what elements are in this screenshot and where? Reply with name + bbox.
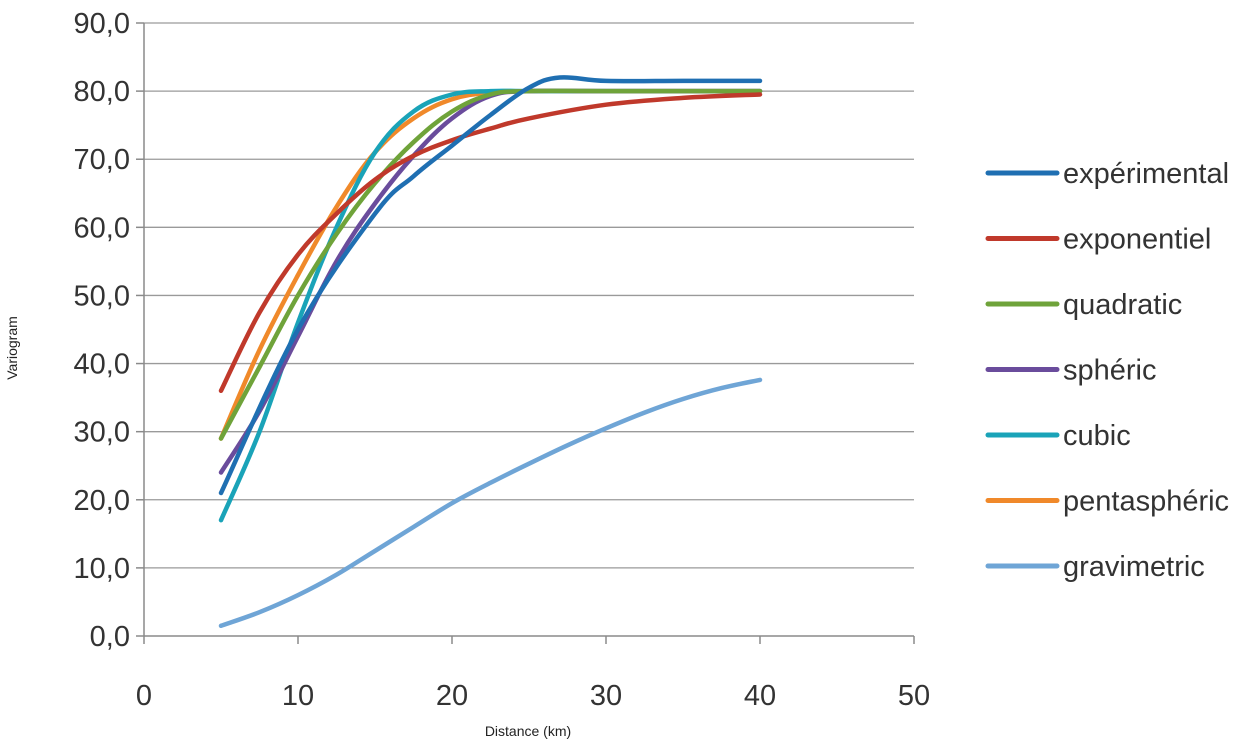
legend-label-5: pentasphéric xyxy=(1063,486,1229,518)
legend-label-1: exponentiel xyxy=(1063,224,1211,256)
x-axis-title: Distance (km) xyxy=(485,723,571,739)
x-tick-label-40: 40 xyxy=(744,680,776,712)
series-lines xyxy=(218,75,763,629)
series-line-6 xyxy=(218,377,763,629)
y-tick-label-20,0: 20,0 xyxy=(74,485,130,517)
y-tick-label-60,0: 60,0 xyxy=(74,212,130,244)
legend-label-6: gravimetric xyxy=(1063,551,1205,583)
tick-labels: 0 10 20 30 40 50 0,0 10,0 20,0 30,0 40,0 50,0 60,0 70… xyxy=(74,8,931,712)
y-tick-label-30,0: 30,0 xyxy=(74,417,130,449)
x-tick-label-30: 30 xyxy=(590,680,622,712)
x-tick-label-50: 50 xyxy=(898,680,930,712)
y-tick-label-90,0: 90,0 xyxy=(74,8,130,40)
x-tick-label-0: 0 xyxy=(136,680,152,712)
x-tick-label-10: 10 xyxy=(282,680,314,712)
legend-label-2: quadratic xyxy=(1063,289,1182,321)
series-line-1 xyxy=(218,92,763,394)
series-line-4 xyxy=(218,88,763,523)
y-tick-label-40,0: 40,0 xyxy=(74,349,130,381)
legend-label-0: expérimental xyxy=(1063,158,1229,190)
y-tick-label-10,0: 10,0 xyxy=(74,553,130,585)
x-tick-label-20: 20 xyxy=(436,680,468,712)
series-line-3 xyxy=(218,88,763,475)
series-line-5 xyxy=(218,88,763,441)
y-tick-label-0,0: 0,0 xyxy=(90,621,130,653)
legend-label-3: sphéric xyxy=(1063,355,1157,387)
axes xyxy=(136,22,915,644)
gridlines xyxy=(144,22,914,569)
y-tick-label-50,0: 50,0 xyxy=(74,280,130,312)
y-tick-label-70,0: 70,0 xyxy=(74,144,130,176)
series-line-2 xyxy=(218,88,763,441)
legend: expérimental exponentiel quadratic sphéric c… xyxy=(985,158,1229,583)
y-tick-label-80,0: 80,0 xyxy=(74,76,130,108)
y-axis-title: Variogram xyxy=(4,316,20,380)
legend-label-4: cubic xyxy=(1063,420,1131,452)
series-line-0 xyxy=(218,75,763,496)
